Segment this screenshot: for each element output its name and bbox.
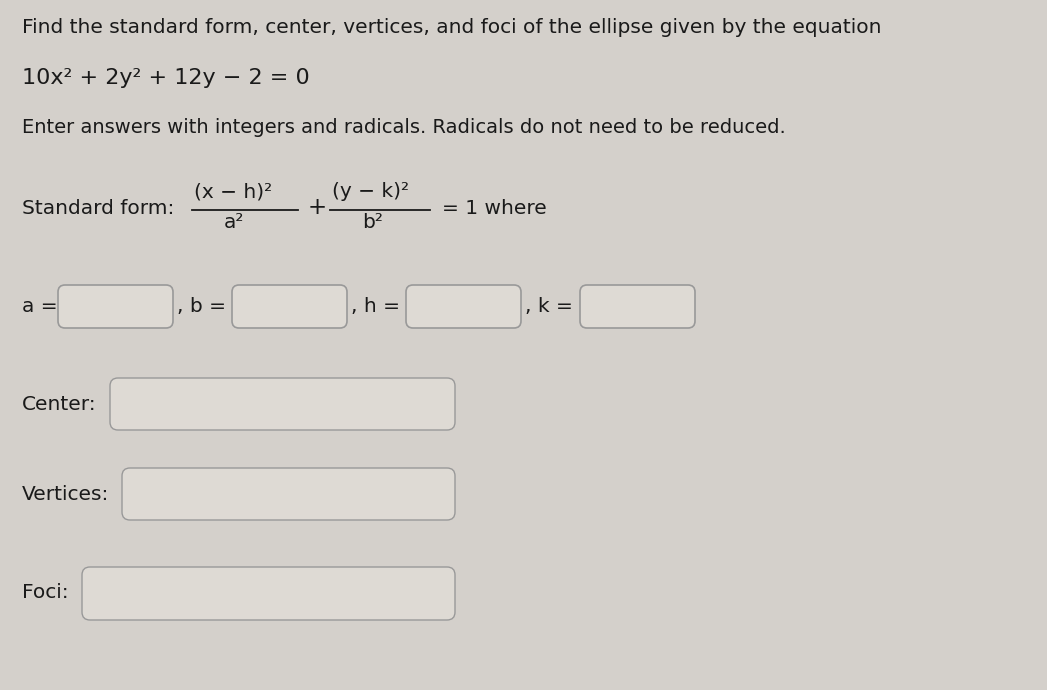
Text: Foci:: Foci: xyxy=(22,584,69,602)
Text: = 1 where: = 1 where xyxy=(442,199,547,217)
Text: (x − h)²: (x − h)² xyxy=(194,182,272,201)
Text: , h =: , h = xyxy=(351,297,400,315)
FancyBboxPatch shape xyxy=(58,285,173,328)
Text: Standard form:: Standard form: xyxy=(22,199,175,217)
Text: (y − k)²: (y − k)² xyxy=(332,182,409,201)
FancyBboxPatch shape xyxy=(232,285,347,328)
Text: Vertices:: Vertices: xyxy=(22,484,109,504)
Text: a =: a = xyxy=(22,297,58,315)
FancyBboxPatch shape xyxy=(580,285,695,328)
Text: , b =: , b = xyxy=(177,297,226,315)
FancyBboxPatch shape xyxy=(406,285,521,328)
FancyBboxPatch shape xyxy=(82,567,455,620)
FancyBboxPatch shape xyxy=(110,378,455,430)
FancyBboxPatch shape xyxy=(122,468,455,520)
Text: a²: a² xyxy=(224,213,244,232)
Text: b²: b² xyxy=(362,213,383,232)
Text: Center:: Center: xyxy=(22,395,96,413)
Text: Enter answers with integers and radicals. Radicals do not need to be reduced.: Enter answers with integers and radicals… xyxy=(22,118,785,137)
Text: , k =: , k = xyxy=(525,297,573,315)
Text: Find the standard form, center, vertices, and foci of the ellipse given by the e: Find the standard form, center, vertices… xyxy=(22,18,882,37)
Text: 10x² + 2y² + 12y − 2 = 0: 10x² + 2y² + 12y − 2 = 0 xyxy=(22,68,310,88)
Text: +: + xyxy=(308,195,327,219)
